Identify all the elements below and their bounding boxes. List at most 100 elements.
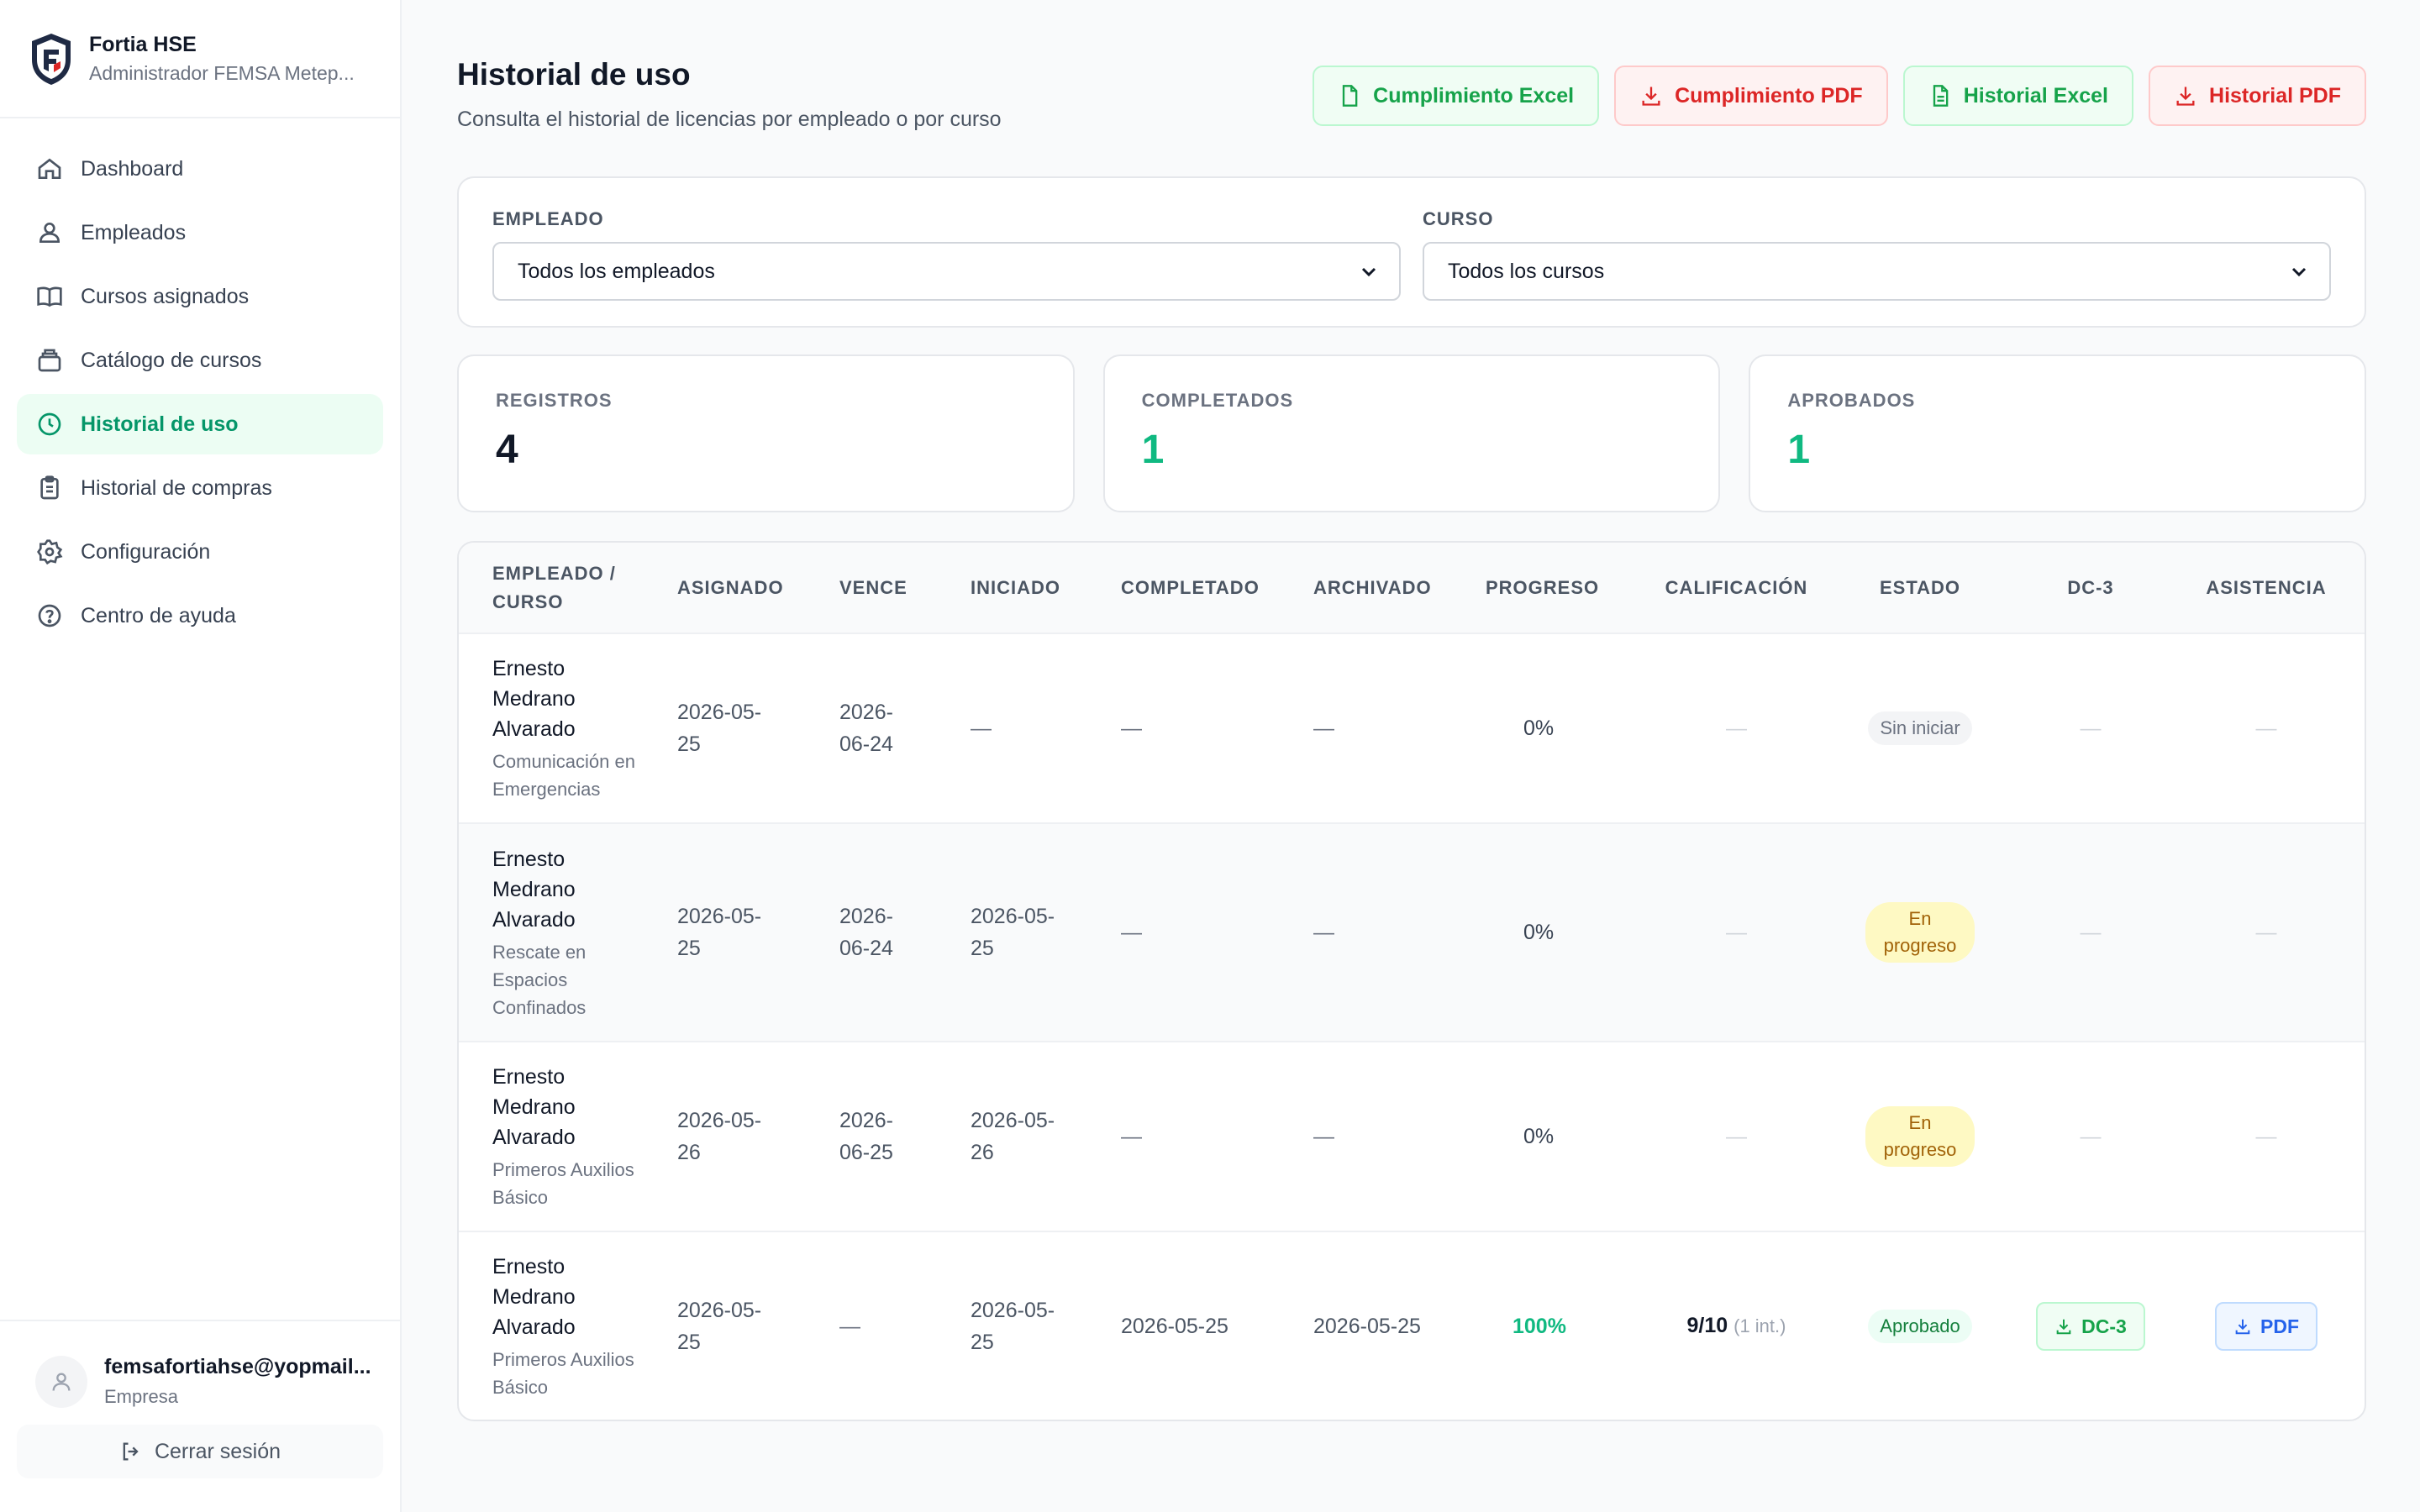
employee-cell: Ernesto Medrano Alvarado Rescate en Espa…	[459, 823, 677, 1042]
gear-icon	[35, 538, 64, 566]
stat-value: 4	[496, 428, 518, 472]
date-part: 06-25	[839, 1141, 893, 1164]
vence-cell: 2026- 06-24	[839, 823, 971, 1042]
cumplimiento-pdf-button[interactable]: Cumplimiento PDF	[1614, 66, 1888, 126]
sidebar-item-label: Historial de uso	[81, 412, 239, 436]
date-part: 25	[971, 937, 994, 960]
course-line: Confinados	[492, 996, 587, 1018]
name-line: Medrano	[492, 687, 576, 711]
dc3-cell: —	[2080, 717, 2102, 740]
sidebar-item-centro-ayuda[interactable]: Centro de ayuda	[17, 585, 383, 646]
chevron-down-icon	[2291, 267, 2307, 277]
stat-label: COMPLETADOS	[1141, 390, 1294, 411]
col-label: CURSO	[492, 591, 564, 612]
course-line: Rescate en	[492, 941, 587, 963]
sidebar-item-catalogo[interactable]: Catálogo de cursos	[17, 330, 383, 391]
user-card: femsafortiahse@yopmail... Empresa	[0, 1321, 400, 1425]
stat-completados: COMPLETADOS 1	[1102, 354, 1721, 512]
page-subtitle: Consulta el historial de licencias por e…	[457, 108, 1002, 131]
historial-pdf-button[interactable]: Historial PDF	[2149, 66, 2366, 126]
dc3-download-button[interactable]: DC-3	[2036, 1301, 2145, 1351]
spreadsheet-icon	[1933, 85, 1949, 107]
name-line: Medrano	[492, 877, 576, 901]
course-name: Primeros Auxilios Básico	[492, 1346, 677, 1401]
asistencia-cell: —	[2255, 1125, 2277, 1148]
sidebar-item-label: Dashboard	[81, 156, 184, 181]
download-icon	[1642, 87, 1660, 106]
date-part: 2026-05-	[677, 1298, 762, 1322]
iniciado-cell: 2026-05- 26	[971, 1042, 1121, 1231]
users-icon	[35, 218, 64, 247]
stat-label: APROBADOS	[1787, 390, 1916, 411]
employee-cell: Ernesto Medrano Alvarado Comunicación en…	[459, 633, 677, 823]
calificacion-cell: —	[1726, 1125, 1747, 1148]
stat-label: REGISTROS	[496, 390, 613, 411]
sidebar-item-historial-compras[interactable]: Historial de compras	[17, 458, 383, 518]
brand-subtitle: Administrador FEMSA Metep...	[89, 61, 355, 84]
progreso-cell: 0%	[1523, 717, 1555, 740]
table-row: Ernesto Medrano Alvarado Primeros Auxili…	[459, 1042, 2365, 1231]
sidebar-item-configuracion[interactable]: Configuración	[17, 522, 383, 582]
date-part: 2026-05-	[971, 905, 1055, 928]
table-row: Ernesto Medrano Alvarado Primeros Auxili…	[459, 1231, 2365, 1420]
table-row: Ernesto Medrano Alvarado Comunicación en…	[459, 633, 2365, 823]
filters-panel: EMPLEADO Todos los empleados CURSO Todos…	[457, 176, 2366, 328]
employee-select[interactable]: Todos los empleados	[492, 242, 1401, 301]
status-badge: En progreso	[1865, 1106, 1975, 1167]
iniciado-cell: —	[971, 717, 992, 740]
col-iniciado: INICIADO	[971, 543, 1121, 634]
asistencia-cell: PDF	[2168, 1231, 2365, 1420]
user-email: femsafortiahse@yopmail...	[104, 1355, 371, 1378]
sidebar-item-cursos-asignados[interactable]: Cursos asignados	[17, 266, 383, 327]
course-select[interactable]: Todos los cursos	[1423, 242, 2331, 301]
asistencia-cell: —	[2255, 921, 2277, 944]
sidebar-item-dashboard[interactable]: Dashboard	[17, 139, 383, 199]
file-icon	[1342, 85, 1358, 107]
col-archivado: ARCHIVADO	[1313, 543, 1486, 634]
completado-cell: —	[1121, 921, 1142, 944]
button-label: Cumplimiento PDF	[1675, 83, 1863, 108]
sidebar-item-empleados[interactable]: Empleados	[17, 202, 383, 263]
date-part: 25	[677, 937, 701, 960]
asistencia-pdf-button[interactable]: PDF	[2215, 1301, 2317, 1351]
course-name: Primeros Auxilios Básico	[492, 1156, 677, 1211]
sidebar-item-historial-uso[interactable]: Historial de uso	[17, 394, 383, 454]
col-asignado: ASIGNADO	[677, 543, 839, 634]
course-line: Básico	[492, 1187, 549, 1208]
course-name: Comunicación en Emergencias	[492, 748, 677, 803]
employee-select-value: Todos los empleados	[518, 259, 715, 283]
chevron-down-icon	[1361, 267, 1376, 277]
vence-cell: —	[839, 1314, 860, 1338]
col-empleado-curso: EMPLEADO / CURSO	[459, 543, 677, 634]
badge-line: progreso	[1883, 935, 1957, 956]
stats-row: REGISTROS 4 COMPLETADOS 1 APROBADOS 1	[457, 354, 2367, 512]
course-filter: CURSO Todos los cursos	[1423, 178, 2331, 326]
date-part: 25	[971, 1330, 994, 1354]
name-line: Ernesto	[492, 1065, 566, 1089]
estado-cell: En progreso	[1827, 823, 2013, 1042]
page-header: Historial de uso Consulta el historial d…	[457, 0, 2366, 176]
stat-aprobados: APROBADOS 1	[1749, 354, 2367, 512]
asignado-cell: 2026-05- 25	[677, 633, 839, 823]
button-label: PDF	[2260, 1315, 2299, 1337]
historial-excel-button[interactable]: Historial Excel	[1902, 66, 2134, 126]
calificacion-cell: 9/10 (1 int.)	[1646, 1231, 1827, 1420]
history-table-card: EMPLEADO / CURSO ASIGNADO VENCE INICIADO…	[457, 541, 2366, 1421]
course-line: Espacios	[492, 969, 568, 990]
iniciado-cell: 2026-05- 25	[971, 823, 1121, 1042]
employee-filter-label: EMPLEADO	[492, 208, 604, 229]
logout-button[interactable]: Cerrar sesión	[17, 1425, 383, 1478]
logout-icon	[123, 1442, 139, 1461]
estado-cell: Sin iniciar	[1827, 633, 2013, 823]
avatar	[35, 1355, 87, 1408]
date-part: 2026-05-	[971, 1298, 1055, 1322]
help-icon	[35, 601, 64, 630]
date-part: 2026-05-	[971, 1109, 1055, 1132]
dc3-cell: DC-3	[2013, 1231, 2168, 1420]
progreso-cell: 100%	[1512, 1314, 1566, 1338]
name-line: Ernesto	[492, 847, 566, 871]
cumplimiento-excel-button[interactable]: Cumplimiento Excel	[1313, 66, 1600, 126]
col-estado: ESTADO	[1827, 543, 2013, 634]
book-icon	[35, 282, 64, 311]
archivado-cell: —	[1313, 921, 1334, 944]
